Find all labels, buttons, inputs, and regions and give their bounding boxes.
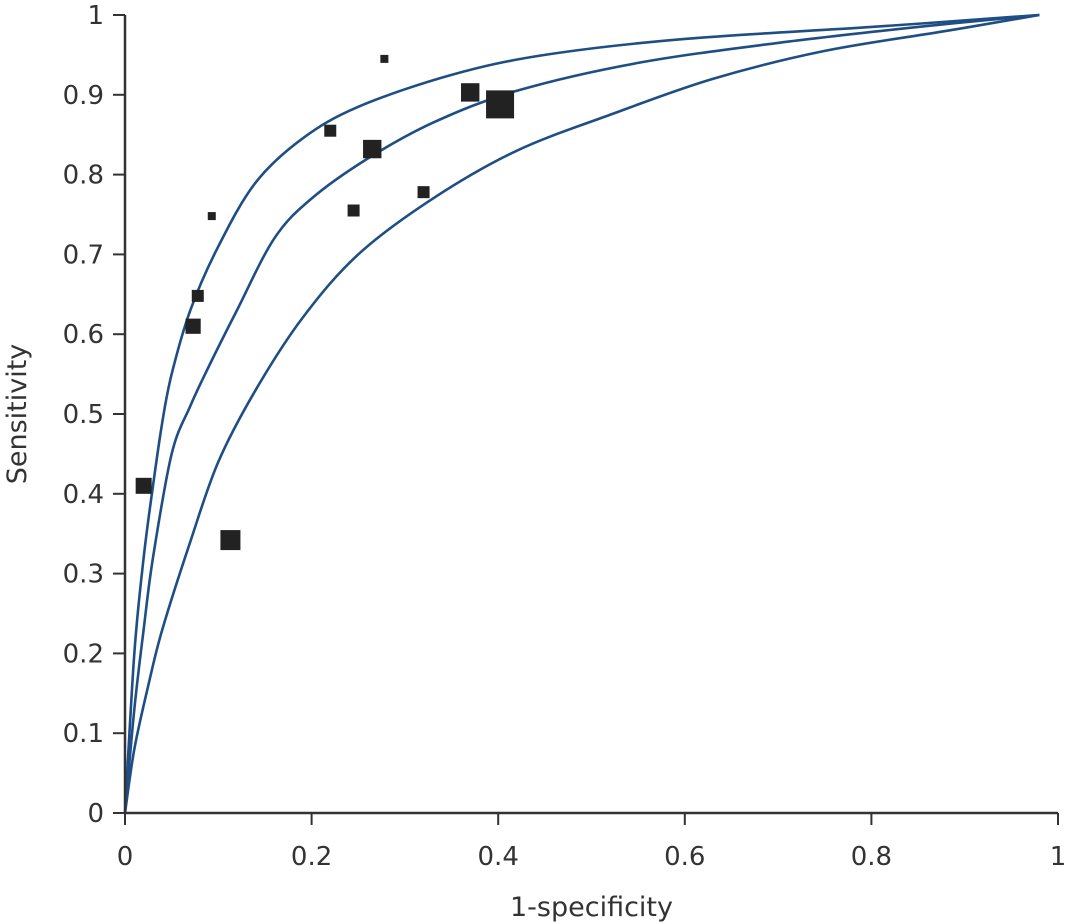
x-axis-title: 1-specificity: [510, 892, 673, 923]
study-point: [347, 204, 360, 217]
study-points: [135, 54, 515, 551]
study-point: [220, 530, 241, 551]
y-tick-label: 1: [87, 1, 104, 31]
y-tick-label: 0.5: [63, 400, 104, 430]
study-point: [185, 318, 201, 334]
sroc-curve-0: [123, 13, 1040, 814]
x-tick-label: 0.4: [478, 842, 519, 872]
y-axis-title: Sensitivity: [2, 344, 33, 485]
y-tick-label: 0.1: [63, 719, 104, 749]
y-tick-label: 0.9: [63, 81, 104, 111]
x-tick-label: 0: [117, 842, 134, 872]
axes: [123, 15, 1058, 815]
ticks: 0 0.1 0.2 0.3 0.4 0.5 0.6 0.7 0.8 0.9 1 0 0.2 0.4 0.6 0…: [63, 1, 1067, 872]
study-point: [324, 124, 337, 137]
y-tick-label: 0.4: [63, 480, 104, 510]
sroc-curve-1: [123, 13, 1040, 814]
x-tick-label: 0.6: [664, 842, 705, 872]
study-point: [363, 139, 382, 159]
study-point: [461, 83, 480, 102]
x-tick-label: 1: [1050, 842, 1067, 872]
y-tick-label: 0.6: [63, 320, 104, 350]
y-tick-label: 0.7: [63, 240, 104, 270]
x-tick-label: 0.8: [851, 842, 892, 872]
y-tick-label: 0.3: [63, 560, 104, 590]
study-point: [207, 212, 216, 221]
sroc-curve-2: [123, 13, 1040, 814]
study-point: [486, 90, 515, 119]
y-tick-label: 0: [87, 799, 104, 829]
y-tick-label: 0.8: [63, 161, 104, 191]
study-point: [380, 54, 389, 63]
study-point: [191, 289, 204, 302]
study-point: [135, 477, 152, 494]
y-tick-label: 0.2: [63, 639, 104, 669]
x-tick-label: 0.2: [291, 842, 332, 872]
sroc-curves: [123, 13, 1040, 814]
study-point: [417, 186, 430, 199]
